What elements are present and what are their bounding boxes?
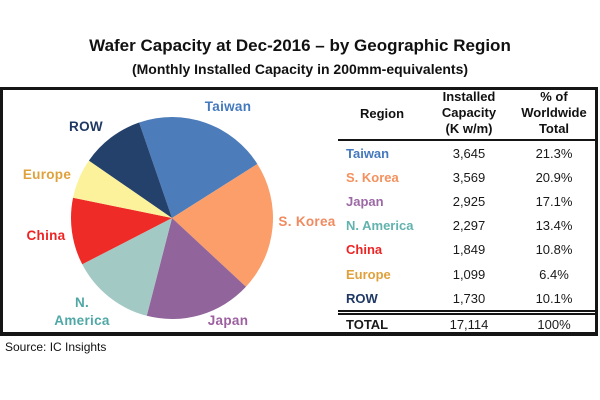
- page-subtitle: (Monthly Installed Capacity in 200mm-equ…: [131, 61, 469, 77]
- capacity-cell: 1,099: [452, 266, 486, 282]
- header-capacity-line3: (K w/m): [445, 121, 493, 136]
- pie-label-europe: Europe: [22, 166, 72, 182]
- pie-slice-row: [88, 122, 172, 218]
- pie-label-taiwan: Taiwan: [204, 98, 252, 114]
- share-cell: 17.1%: [535, 193, 573, 209]
- share-cell: 20.9%: [535, 169, 573, 185]
- region-cell: Taiwan: [346, 145, 390, 161]
- pie-label-n-america: N. America: [54, 294, 110, 328]
- table-row-europe: Europe 1,099 6.4%: [338, 262, 596, 286]
- capacity-cell: 1,730: [452, 290, 486, 306]
- pie-label-row: ROW: [69, 118, 103, 134]
- capacity-cell: 1,849: [452, 242, 486, 258]
- pie-label-s-korea: S. Korea: [278, 213, 336, 229]
- share-cell: 13.4%: [535, 218, 573, 234]
- total-label-cell: TOTAL: [346, 317, 389, 333]
- page-title: Wafer Capacity at Dec-2016 – by Geograph…: [89, 36, 511, 55]
- capacity-table: Region Installed Capacity (K w/m) % of W…: [338, 89, 596, 333]
- pie-label-japan: Japan: [207, 312, 249, 328]
- pie-slice-japan: [146, 218, 246, 319]
- region-cell: China: [346, 242, 383, 258]
- pie-slice-s-korea: [172, 164, 273, 287]
- source-note: Source: IC Insights: [5, 340, 107, 354]
- region-cell: ROW: [346, 290, 378, 306]
- header-share-line2: Worldwide: [521, 105, 587, 120]
- region-cell: Japan: [346, 193, 384, 209]
- pie-slice-europe: [73, 160, 172, 218]
- header-share-line1: % of: [540, 89, 568, 104]
- table-row-namerica: N. America 2,297 13.4%: [338, 214, 596, 238]
- total-divider: [338, 310, 596, 316]
- col-header-capacity: Installed Capacity (K w/m): [426, 89, 512, 139]
- col-header-region: Region: [338, 89, 426, 139]
- col-header-share: % of Worldwide Total: [512, 89, 596, 139]
- table-header-row: Region Installed Capacity (K w/m) % of W…: [338, 89, 596, 139]
- pie-slice-china: [70, 197, 172, 265]
- table-row-taiwan: Taiwan 3,645 21.3%: [338, 141, 596, 165]
- capacity-cell: 3,645: [452, 145, 486, 161]
- header-share-line3: Total: [538, 121, 570, 136]
- table-row-japan: Japan 2,925 17.1%: [338, 189, 596, 213]
- capacity-cell: 3,569: [452, 169, 486, 185]
- share-cell: 10.1%: [535, 290, 573, 306]
- table-row-row: ROW 1,730 10.1%: [338, 286, 596, 310]
- pie-label-china: China: [26, 227, 66, 243]
- table-row-skorea: S. Korea 3,569 20.9%: [338, 165, 596, 189]
- capacity-cell: 2,925: [452, 193, 486, 209]
- pie-slice-n-america: [82, 218, 172, 316]
- share-cell: 6.4%: [539, 266, 569, 282]
- table-row-china: China 1,849 10.8%: [338, 238, 596, 262]
- header-region-label: Region: [359, 106, 405, 121]
- header-divider: [338, 139, 596, 141]
- header-capacity-line2: Capacity: [441, 105, 497, 120]
- header-capacity-line1: Installed: [442, 89, 496, 104]
- pie-slice-taiwan: [139, 116, 258, 218]
- table-row-total: TOTAL 17,114 100%: [338, 316, 596, 333]
- region-cell: N. America: [346, 218, 414, 234]
- share-cell: 10.8%: [535, 242, 573, 258]
- region-cell: S. Korea: [346, 169, 399, 185]
- total-share-cell: 100%: [537, 317, 571, 333]
- share-cell: 21.3%: [535, 145, 573, 161]
- capacity-cell: 2,297: [452, 218, 486, 234]
- total-capacity-cell: 17,114: [449, 317, 489, 333]
- region-cell: Europe: [346, 266, 391, 282]
